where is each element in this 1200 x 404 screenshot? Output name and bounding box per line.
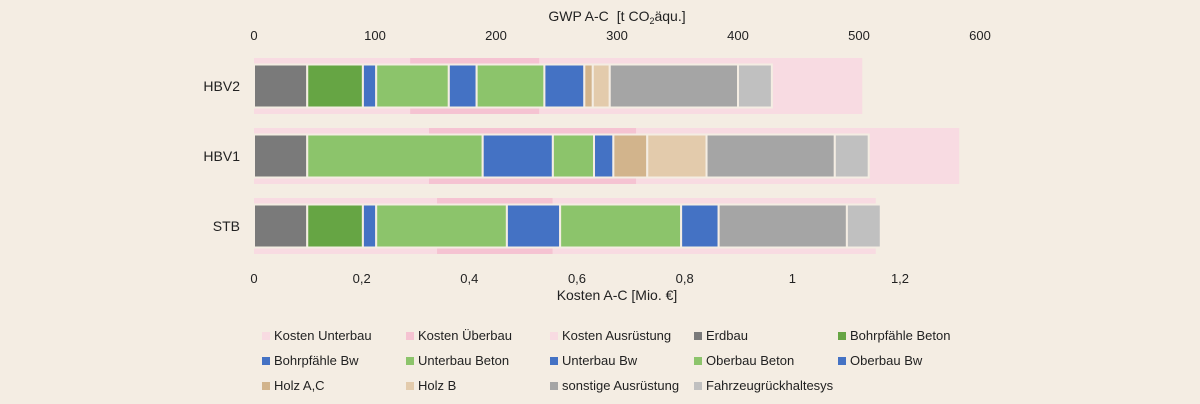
- legend-label: Kosten Unterbau: [274, 328, 372, 343]
- bottom-tick-label: 0,2: [353, 271, 371, 286]
- top-tick-label: 400: [727, 28, 749, 43]
- top-tick-label: 200: [485, 28, 507, 43]
- bottom-tick-label: 1: [789, 271, 796, 286]
- gwp-bar-segment: [559, 203, 683, 249]
- legend-label: Unterbau Beton: [418, 353, 510, 368]
- legend-item: Oberbau Bw: [838, 351, 982, 370]
- legend: Kosten Unterbau Kosten Überbau Kosten Ausr…: [262, 326, 982, 395]
- category-labels: HBV2 HBV1 STB: [203, 78, 240, 234]
- gwp-bar-segment: [253, 203, 309, 249]
- gwp-bar-segment: [253, 133, 309, 179]
- gwp-bars: [253, 63, 882, 249]
- legend-item: Holz A,C: [262, 376, 406, 395]
- gwp-bar-segment: [475, 63, 546, 109]
- legend-swatch: [406, 331, 414, 340]
- gwp-bar-segment: [253, 63, 309, 109]
- gwp-bar-segment: [591, 63, 611, 109]
- category-label: HBV1: [203, 148, 240, 164]
- top-tick-label: 600: [969, 28, 991, 43]
- legend-label: Holz B: [418, 378, 457, 393]
- gwp-bar-segment: [361, 63, 378, 109]
- legend-swatch: [262, 331, 270, 340]
- legend-label: sonstige Ausrüstung: [562, 378, 680, 393]
- legend-label: Kosten Überbau: [418, 328, 512, 343]
- top-tick-label: 300: [606, 28, 628, 43]
- gwp-bar-segment: [593, 133, 615, 179]
- legend-swatch: [406, 356, 414, 365]
- gwp-bar-segment: [608, 63, 739, 109]
- gwp-bar-segment: [306, 133, 484, 179]
- legend-swatch: [262, 356, 270, 365]
- top-tick-label: 500: [848, 28, 870, 43]
- legend-swatch: [694, 331, 702, 340]
- top-tick-label: 0: [250, 28, 257, 43]
- legend-item: Unterbau Bw: [550, 351, 694, 370]
- legend-item: Kosten Ausrüstung: [550, 326, 694, 345]
- legend-label: Erdbau: [706, 328, 748, 343]
- gwp-bar-segment: [646, 133, 708, 179]
- legend-label: Holz A,C: [274, 378, 325, 393]
- gwp-bar-segment: [845, 203, 882, 249]
- legend-item: Bohrpfähle Bw: [262, 351, 406, 370]
- gwp-bar-segment: [612, 133, 649, 179]
- gwp-bar-segment: [306, 63, 364, 109]
- gwp-bar-segment: [680, 203, 720, 249]
- gwp-bar-segment: [543, 63, 586, 109]
- bottom-tick-label: 0,4: [460, 271, 478, 286]
- legend-item: Fahrzeugrückhaltesys: [694, 376, 838, 395]
- legend-item: Kosten Unterbau: [262, 326, 406, 345]
- legend-label: Kosten Ausrüstung: [562, 328, 672, 343]
- bottom-tick-label: 1,2: [891, 271, 909, 286]
- gwp-bar-segment: [583, 63, 594, 109]
- category-label: HBV2: [203, 78, 240, 94]
- legend-swatch: [406, 381, 414, 390]
- bottom-tick-label: 0,6: [568, 271, 586, 286]
- legend-swatch: [550, 356, 558, 365]
- bottom-tick-label: 0: [250, 271, 257, 286]
- legend-item: Erdbau: [694, 326, 838, 345]
- top-tick-label: 100: [364, 28, 386, 43]
- gwp-bar-segment: [306, 203, 364, 249]
- legend-item: Holz B: [406, 376, 550, 395]
- legend-label: Bohrpfähle Beton: [850, 328, 951, 343]
- legend-swatch: [694, 381, 702, 390]
- gwp-bar-segment: [447, 63, 478, 109]
- gwp-bar-segment: [717, 203, 848, 249]
- legend-swatch: [262, 381, 270, 390]
- top-axis-title: GWP A-C [t CO2äqu.]: [548, 8, 685, 26]
- bottom-tick-label: 0,8: [676, 271, 694, 286]
- legend-label: Oberbau Beton: [706, 353, 795, 368]
- legend-item: Kosten Überbau: [406, 326, 550, 345]
- legend-swatch: [694, 356, 702, 365]
- bottom-axis-title: Kosten A-C [Mio. €]: [557, 287, 678, 303]
- gwp-bar-segment: [375, 203, 508, 249]
- gwp-bar-segment: [705, 133, 836, 179]
- gwp-bar-segment: [361, 203, 378, 249]
- chart: GWP A-C [t CO2äqu.] 0 100 200 300 400 500 600 H…: [203, 8, 990, 303]
- gwp-bar-segment: [505, 203, 562, 249]
- legend-item: sonstige Ausrüstung: [550, 376, 694, 395]
- top-axis-ticks: 0 100 200 300 400 500 600: [250, 28, 990, 43]
- gwp-bar-segment: [375, 63, 450, 109]
- gwp-bar-segment: [551, 133, 596, 179]
- legend-label: Unterbau Bw: [562, 353, 638, 368]
- legend-swatch: [838, 331, 846, 340]
- legend-item: Unterbau Beton: [406, 351, 550, 370]
- bottom-axis-ticks: 0 0,2 0,4 0,6 0,8 1 1,2: [250, 271, 909, 286]
- category-label: STB: [213, 218, 240, 234]
- legend-item: Oberbau Beton: [694, 351, 838, 370]
- gwp-bar-segment: [481, 133, 554, 179]
- legend-swatch: [550, 381, 558, 390]
- gwp-bar-segment: [737, 63, 773, 109]
- legend-swatch: [838, 356, 846, 365]
- legend-label: Bohrpfähle Bw: [274, 353, 359, 368]
- legend-item: Bohrpfähle Beton: [838, 326, 982, 345]
- legend-swatch: [550, 331, 558, 340]
- legend-label: Oberbau Bw: [850, 353, 923, 368]
- gwp-bar-segment: [833, 133, 870, 179]
- legend-label: Fahrzeugrückhaltesys: [706, 378, 834, 393]
